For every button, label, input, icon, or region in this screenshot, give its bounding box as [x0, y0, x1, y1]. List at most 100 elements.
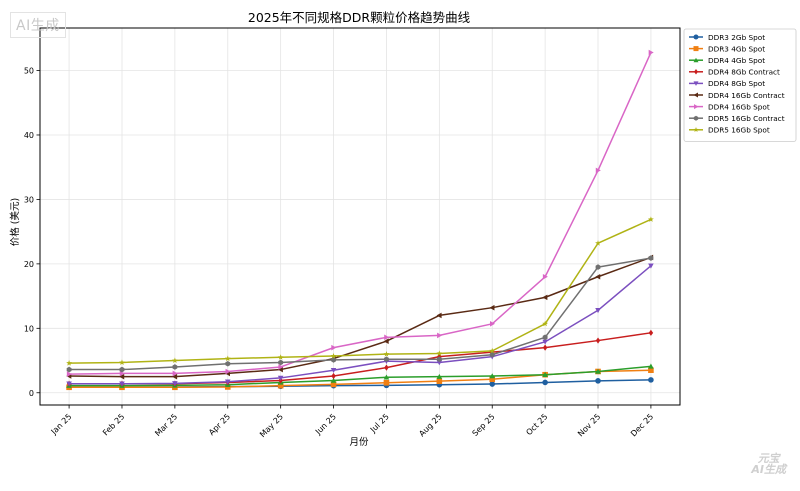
data-point: [542, 320, 549, 327]
data-point: [119, 366, 125, 373]
series-lines: [66, 49, 654, 391]
data-point: [595, 240, 601, 246]
yuanbao-watermark-line1: 元宝: [757, 452, 780, 465]
data-point: [648, 255, 654, 261]
data-point: [542, 371, 548, 377]
data-point: [66, 360, 73, 366]
legend-item: DDR4 16Gb Spot: [689, 102, 770, 111]
data-point: [119, 373, 125, 380]
data-point: [66, 371, 72, 377]
data-point: [383, 374, 390, 380]
data-point: [436, 378, 443, 384]
series-ddr5-16gb-contract: [66, 255, 654, 373]
legend-label: DDR4 8Gb Contract: [708, 68, 780, 77]
legend-swatch-marker: [693, 57, 699, 63]
data-point: [489, 321, 496, 327]
legend-label: DDR3 2Gb Spot: [708, 33, 765, 42]
x-tick-label: Feb 25: [101, 412, 126, 437]
grid-lines: [40, 28, 680, 405]
data-point: [224, 384, 231, 390]
data-point: [277, 366, 283, 373]
legend-item: DDR5 16Gb Contract: [689, 114, 785, 123]
data-point: [383, 379, 390, 386]
legend-swatch-marker: [693, 46, 699, 52]
x-tick-label: Sep 25: [471, 412, 497, 438]
data-point: [489, 351, 495, 358]
data-point: [384, 334, 390, 341]
y-tick-label: 0: [29, 389, 34, 398]
data-point: [225, 360, 231, 367]
legend-swatch-marker: [693, 34, 699, 40]
data-point: [648, 363, 654, 369]
x-tick-label: Jun 25: [313, 412, 338, 437]
legend-item: DDR4 4Gb Spot: [689, 56, 765, 65]
data-point: [330, 377, 337, 383]
data-point: [384, 356, 389, 363]
y-axis-ticks: 0 10 20 30 40 50: [24, 67, 40, 398]
data-point: [172, 370, 178, 377]
y-tick-label: 30: [24, 195, 34, 204]
legend-swatch-marker: [693, 127, 699, 133]
data-point: [225, 368, 231, 375]
legend-swatch-marker: [693, 115, 699, 121]
plot-frame: [39, 27, 681, 406]
x-tick-label: Aug 25: [417, 412, 443, 438]
data-point: [119, 359, 125, 365]
data-point: [331, 344, 337, 351]
legend-swatch-marker: [693, 92, 698, 98]
data-point: [383, 338, 389, 344]
data-point: [595, 378, 601, 384]
data-point: [489, 373, 496, 379]
data-point: [224, 379, 231, 385]
series-line: [69, 52, 652, 375]
legend-swatch-marker: [694, 104, 699, 110]
data-point: [224, 355, 231, 362]
data-point: [278, 364, 284, 370]
data-point: [437, 332, 443, 339]
x-tick-label: May 25: [258, 412, 285, 439]
data-point: [595, 337, 601, 344]
y-tick-label: 50: [24, 67, 34, 76]
y-tick-label: 20: [24, 260, 34, 269]
chart-title: 2025年不同规格DDR颗粒价格趋势曲线: [248, 10, 471, 25]
legend-item: DDR4 8Gb Contract: [689, 68, 780, 77]
legend-box: [683, 28, 797, 142]
data-point: [119, 370, 125, 377]
data-point: [330, 367, 337, 373]
data-point: [595, 368, 601, 374]
legend-item: DDR4 16Gb Contract: [689, 91, 785, 100]
data-point: [489, 347, 496, 354]
data-point: [436, 360, 443, 366]
legend-item: DDR3 4Gb Spot: [689, 44, 765, 53]
x-tick-label: Dec 25: [629, 412, 655, 438]
data-point: [595, 264, 601, 270]
data-point: [330, 352, 337, 359]
data-point: [436, 350, 443, 356]
data-point: [542, 379, 548, 386]
data-point: [277, 382, 284, 389]
data-point: [277, 375, 284, 381]
y-tick-label: 40: [24, 131, 34, 140]
series-line: [69, 265, 652, 385]
data-point: [542, 294, 548, 301]
data-point: [542, 334, 548, 341]
legend-label: DDR5 16Gb Contract: [708, 114, 785, 123]
legend-swatch-marker: [694, 69, 698, 75]
data-point: [66, 366, 72, 373]
data-point: [330, 381, 337, 388]
y-tick-label: 10: [24, 324, 34, 333]
data-point: [595, 273, 601, 280]
data-point: [436, 312, 442, 319]
ai-generated-watermark: AI生成: [10, 12, 66, 38]
series-ddr4-16gb-spot: [66, 49, 654, 377]
data-point: [383, 351, 390, 357]
legend-label: DDR3 4Gb Spot: [708, 44, 765, 53]
data-point: [436, 373, 443, 379]
data-point: [489, 304, 495, 311]
x-axis-label: 月份: [349, 436, 369, 448]
legend-label: DDR5 16Gb Spot: [708, 126, 770, 135]
data-point: [648, 263, 654, 269]
yuanbao-watermark: 元宝 AI生成: [751, 453, 786, 475]
data-point: [277, 354, 284, 360]
